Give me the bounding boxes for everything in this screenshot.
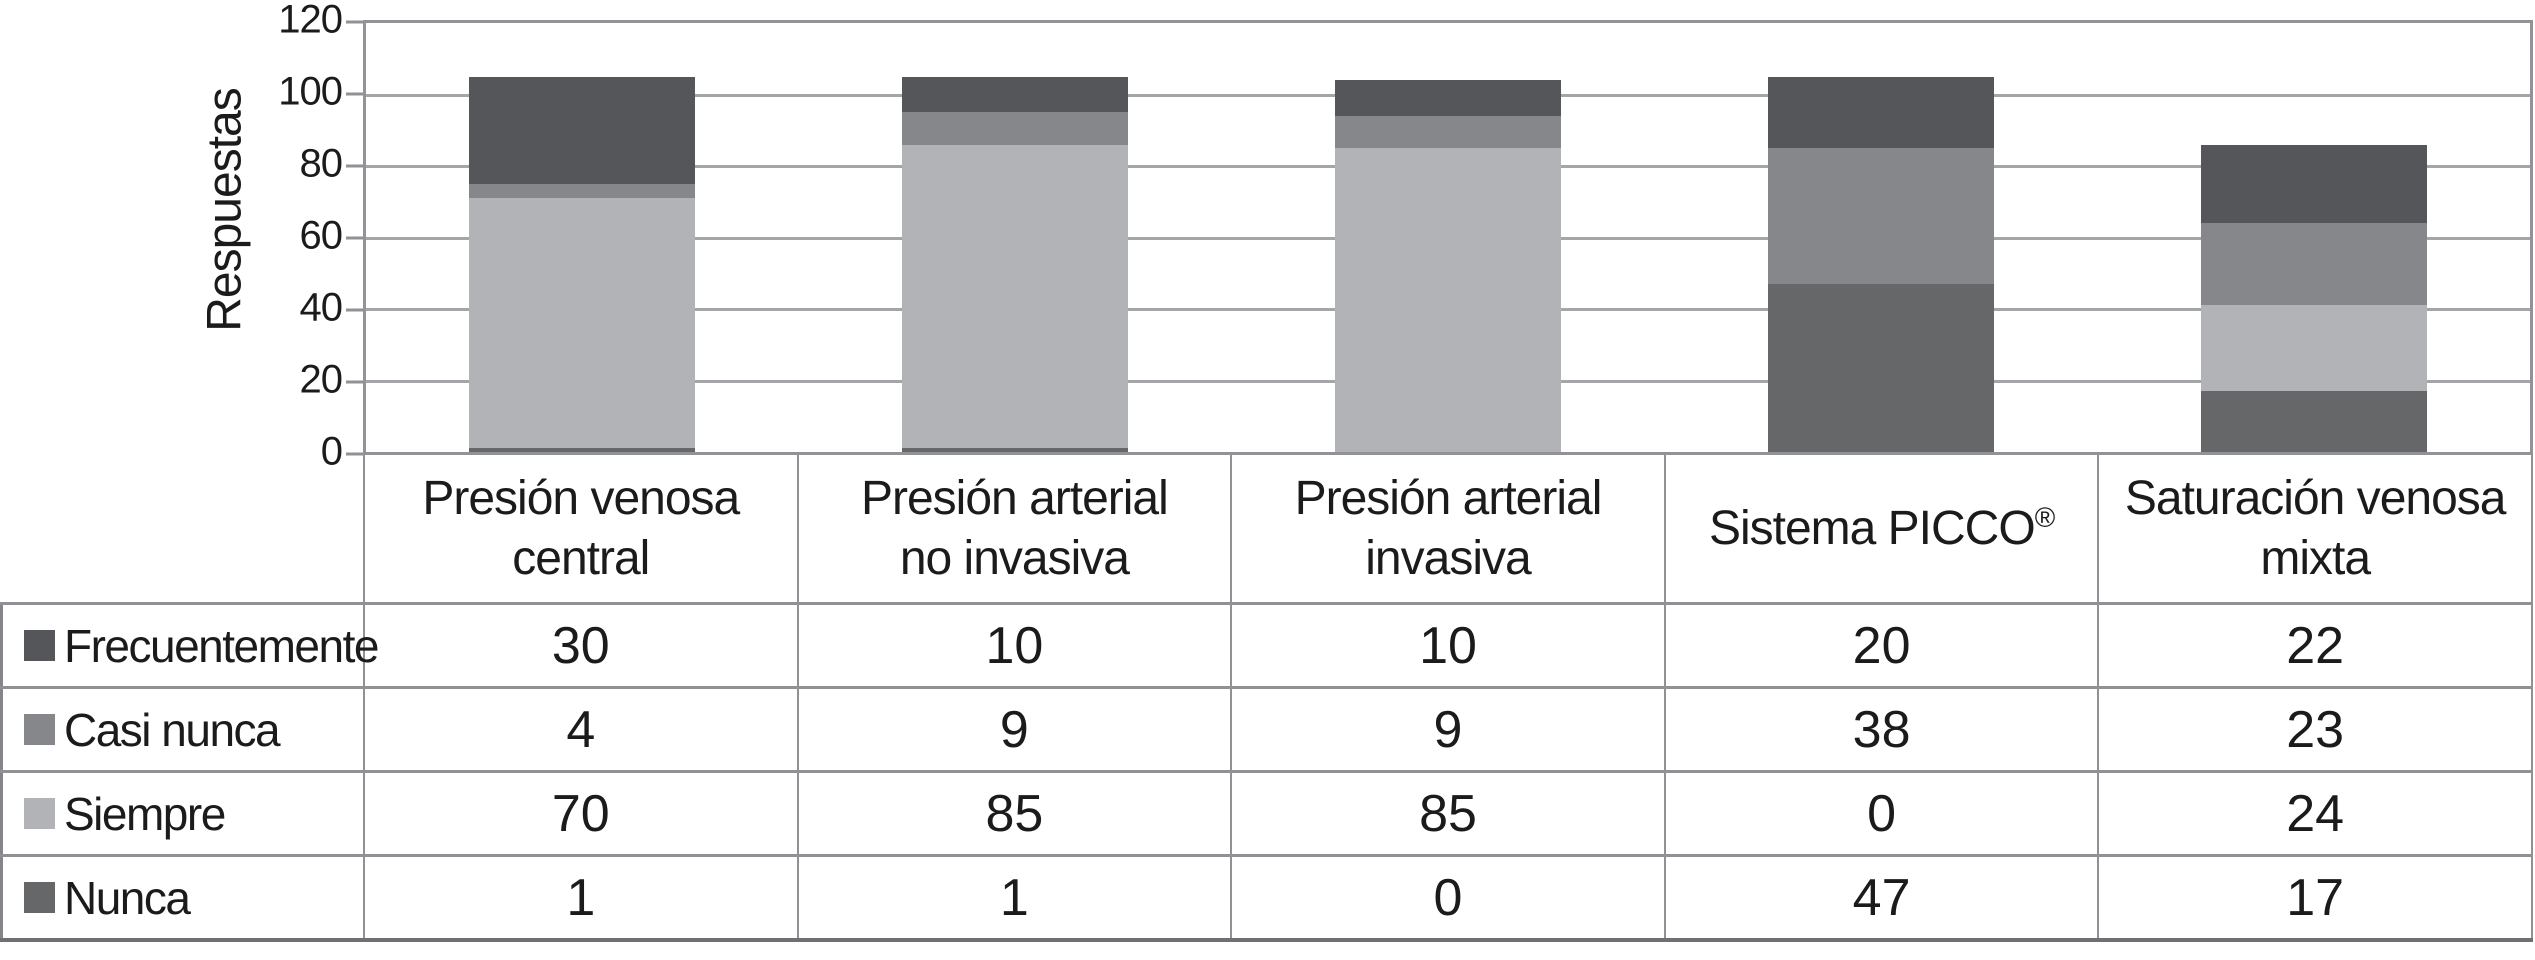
legend-label: Siempre	[64, 787, 226, 840]
y-axis-tick	[346, 164, 363, 167]
category-label-line: invasiva	[1365, 531, 1531, 585]
legend-cell: Nunca	[0, 857, 365, 938]
table-value-cell: 47	[1666, 857, 2100, 938]
category-header-cell: Sistema PICCO®	[1666, 455, 2100, 602]
bar-segment-frecuentemente	[1767, 76, 1994, 149]
table-row: Nunca 1 1 0 47 17	[0, 854, 2533, 942]
legend-label: Nunca	[64, 871, 191, 924]
bar-segment-siempre	[469, 198, 696, 449]
table-value-cell: 9	[1232, 689, 1666, 770]
category-label-line: Presión arterial	[860, 471, 1169, 525]
table-value-cell: 1	[799, 857, 1233, 938]
category-header-cell: Presión venosa central	[365, 455, 799, 602]
category-label-line: no invasiva	[899, 531, 1130, 585]
y-axis-tick-label: 120	[278, 0, 343, 42]
category-header-row: Presión venosa central Presión arterial no …	[363, 455, 2533, 602]
table-row: Casi nunca 4 9 9 38 23	[0, 686, 2533, 770]
category-header-cell: Presión arterial no invasiva	[799, 455, 1233, 602]
bar-segment-frecuentemente	[1335, 80, 1561, 116]
category-label-line: mixta	[2260, 531, 2371, 585]
y-axis-tick-label: 100	[278, 69, 343, 114]
category-label-line: Presión venosa	[422, 471, 740, 525]
plot-area	[363, 20, 2533, 455]
table-value-cell: 38	[1666, 689, 2100, 770]
table-value-cell: 85	[799, 773, 1233, 854]
y-axis-tick-label: 20	[299, 357, 344, 402]
bar	[469, 76, 696, 452]
category-header-cell: Saturación venosa mixta	[2099, 455, 2533, 602]
table-row: Siempre 70 85 85 0 24	[0, 770, 2533, 854]
legend-label: Frecuentemente	[64, 619, 379, 672]
table-value-cell: 10	[1232, 605, 1666, 686]
registered-trademark-symbol: ®	[2034, 501, 2055, 533]
legend-swatch-nunca	[24, 882, 55, 913]
category-header-cell: Presión arterial invasiva	[1232, 455, 1666, 602]
table-value-cell: 0	[1666, 773, 2100, 854]
table-value-cell: 17	[2099, 857, 2533, 938]
y-axis-tick	[346, 380, 363, 383]
y-axis-tick-label: 0	[320, 429, 343, 474]
table-value-cell: 23	[2099, 689, 2533, 770]
bar	[1767, 76, 1994, 452]
legend-cell: Frecuentemente	[0, 605, 379, 686]
legend-swatch-siempre	[24, 798, 55, 829]
y-axis-tick	[346, 92, 363, 95]
legend-cell: Siempre	[0, 773, 365, 854]
table-row: Frecuentemente 30 10 10 20 22	[0, 602, 2533, 686]
legend-cell: Casi nunca	[0, 689, 365, 770]
bar-segment-casi-nunca	[2200, 223, 2427, 306]
bar-segment-frecuentemente	[2200, 144, 2427, 224]
table-value-cell: 22	[2099, 605, 2533, 686]
bar-segment-nunca	[902, 448, 1129, 452]
table-value-cell: 70	[365, 773, 799, 854]
bar-segment-casi-nunca	[1767, 148, 1994, 284]
bar-segment-nunca	[469, 448, 696, 452]
table-value-cell: 0	[1232, 857, 1666, 938]
table-value-cell: 24	[2099, 773, 2533, 854]
table-value-cell: 20	[1666, 605, 2100, 686]
bar-segment-frecuentemente	[469, 76, 696, 184]
legend-swatch-frecuentemente	[24, 630, 55, 661]
table-value-cell: 1	[365, 857, 799, 938]
bar-segment-siempre	[902, 144, 1129, 449]
table-value-cell: 85	[1232, 773, 1666, 854]
bar-segment-siempre	[2200, 305, 2427, 392]
legend-swatch-casi-nunca	[24, 714, 55, 745]
legend-label: Casi nunca	[64, 703, 281, 756]
y-axis-tick-label: 80	[299, 141, 344, 186]
bar-segment-casi-nunca	[902, 112, 1129, 145]
table-value-cell: 9	[799, 689, 1233, 770]
bar	[1335, 80, 1561, 452]
table-value-cell: 30	[365, 605, 799, 686]
table-value-cell: 4	[365, 689, 799, 770]
bar-segment-siempre	[1335, 148, 1561, 452]
y-axis-tick	[346, 308, 363, 311]
category-label-line: Sistema PICCO®	[1708, 501, 2055, 555]
category-label-line: Saturación venosa	[2124, 471, 2507, 525]
bar	[902, 76, 1129, 452]
y-axis-tick-label: 60	[299, 213, 344, 258]
category-label-line: central	[512, 531, 650, 585]
bar-segment-nunca	[2200, 391, 2427, 452]
y-axis-tick	[346, 236, 363, 239]
y-axis-tick	[346, 20, 363, 23]
bar-segment-casi-nunca	[469, 183, 696, 199]
bar	[2200, 144, 2427, 452]
category-label-line: Presión arterial	[1294, 471, 1603, 525]
y-axis-tick	[346, 452, 363, 455]
bar-segment-frecuentemente	[902, 76, 1129, 113]
bar-segment-nunca	[1767, 283, 1994, 452]
bar-segment-casi-nunca	[1335, 115, 1561, 149]
table-value-cell: 10	[799, 605, 1233, 686]
y-axis-tick-label: 40	[299, 285, 344, 330]
